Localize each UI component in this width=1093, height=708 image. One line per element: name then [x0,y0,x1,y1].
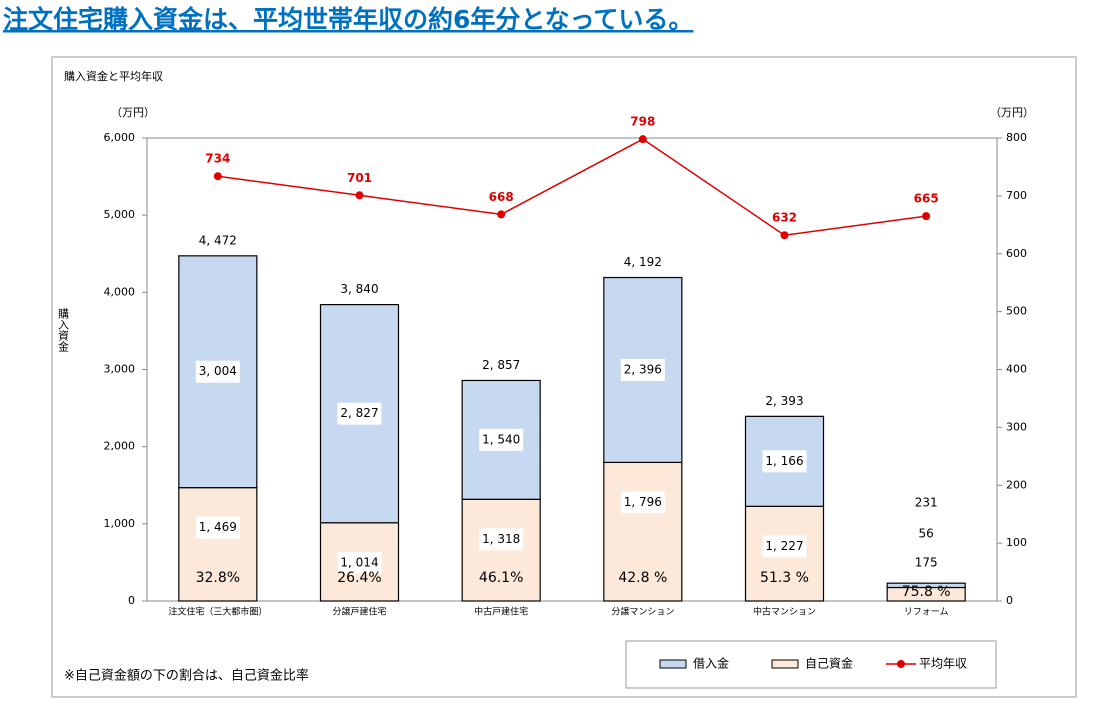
value-label-bg [620,491,665,514]
y2-tick-label: 500 [1006,305,1027,318]
line-point [355,191,364,200]
y-tick-label: 0 [128,594,135,607]
value-label: 1, 227 [765,539,803,553]
x-tick-label: リフォーム [904,607,949,618]
ratio-label: 32.8% [196,570,240,586]
ratio-label: 75.8 % [902,584,951,600]
line-value-label: 734 [205,152,230,166]
chart-frame [51,56,1077,698]
total-label: 231 [915,496,938,510]
legend [625,640,997,689]
value-label-bg [337,402,382,425]
legend-swatch [771,659,799,669]
value-label: 2, 396 [624,362,662,376]
value-label-bg [479,528,524,551]
legend-swatch [659,659,687,669]
value-label: 2, 827 [340,406,378,420]
x-tick-label: 中古マンション [753,606,816,618]
x-tick-label: 分譲戸建住宅 [332,606,386,618]
total-label: 2, 857 [482,358,520,372]
value-label-bg [195,516,240,539]
total-label: 4, 472 [199,233,237,247]
legend-label: 平均年収 [919,657,967,671]
y2-tick-label: 100 [1006,536,1027,549]
bar-segment [178,487,258,602]
plot-area [146,137,998,602]
y2-tick-label: 400 [1006,363,1027,376]
value-label: 56 [919,527,934,541]
bar-segment [886,582,966,589]
ratio-label: 42.8 % [618,570,667,586]
y-unit: （万円） [111,106,155,119]
footnote: ※自己資金額の下の割合は、自己資金比率 [64,668,309,684]
line-value-label: 665 [914,192,939,206]
ratio-label: 26.4% [337,570,381,586]
x-tick-label: 注文住宅（三大都市圏） [168,606,267,618]
y-tick-label: 5,000 [104,208,136,221]
total-label: 4, 192 [624,255,662,269]
line-value-label: 668 [489,190,514,204]
x-tick-label: 中古戸建住宅 [474,606,528,618]
value-label: 1, 469 [199,520,237,534]
value-label: 1, 166 [765,454,803,468]
value-label: 1, 014 [340,555,378,569]
line [217,138,927,237]
value-label: 1, 318 [482,532,520,546]
line-value-label: 632 [772,211,797,225]
legend-label: 自己資金 [805,656,853,671]
y-tick-label: 3,000 [104,363,136,376]
bar-segment [603,461,683,602]
line-point [922,212,931,221]
value-label: 1, 540 [482,432,520,446]
x-tick-label: 分譲マンション [611,606,674,618]
y2-tick-label: 600 [1006,247,1027,260]
line-point [780,231,789,240]
line-value-label: 701 [347,171,372,185]
value-label-bg [762,450,807,473]
y2-tick-label: 700 [1006,189,1027,202]
y-tick-label: 4,000 [104,285,136,298]
y2-tick-label: 0 [1006,594,1013,607]
value-label: 3, 004 [199,364,237,378]
total-label: 3, 840 [340,282,378,296]
value-label: 1, 796 [624,495,662,509]
y-tick-label: 2,000 [104,440,136,453]
line-point [638,135,647,144]
y2-tick-label: 200 [1006,478,1027,491]
line-value-label: 798 [630,115,655,129]
value-label: 175 [915,556,938,570]
value-label-bg [762,535,807,558]
legend-marker [897,660,905,668]
heading: 注文住宅購入資金は、平均世帯年収の約6年分となっている。 [3,5,693,34]
y2-tick-label: 300 [1006,420,1027,433]
ratio-label: 46.1% [479,570,523,586]
line-point [213,172,222,181]
legend-label: 借入金 [693,656,729,671]
value-label-bg [337,551,382,574]
y-tick-label: 1,000 [104,517,136,530]
value-label-bg [195,360,240,383]
y2-tick-label: 800 [1006,131,1027,144]
y-tick-label: 6,000 [104,131,136,144]
total-label: 2, 393 [765,394,803,408]
value-label-bg [620,358,665,381]
y-axis-label: 購入資金 [57,307,70,352]
line-point [497,210,506,219]
ratio-label: 51.3 % [760,570,809,586]
value-label-bg [479,428,524,451]
y2-unit: （万円） [990,106,1034,119]
chart-title: 購入資金と平均年収 [64,69,163,83]
